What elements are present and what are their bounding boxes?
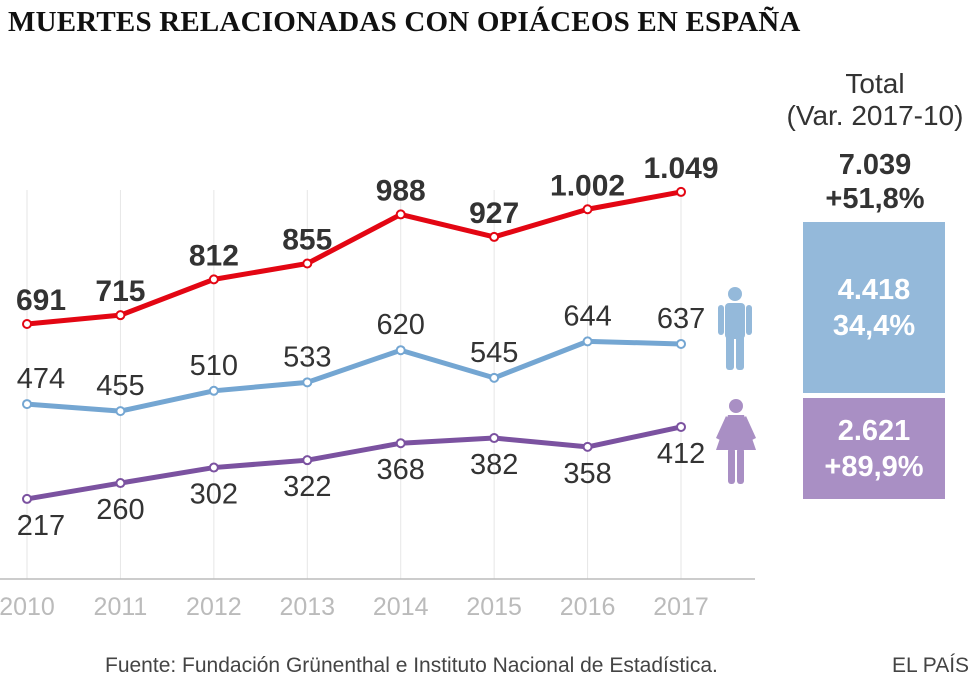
hombres-data-label: 637 (657, 303, 705, 335)
mujeres-point (302, 455, 313, 466)
hombres-data-label: 533 (283, 341, 331, 373)
x-tick-label: 2015 (466, 593, 522, 621)
total-point (208, 274, 219, 285)
female-icon (716, 399, 756, 484)
total-data-label: 715 (95, 275, 145, 308)
hombres-point (676, 338, 687, 349)
x-tick-label: 2016 (560, 593, 616, 621)
total-data-label: 1.002 (550, 169, 625, 202)
chart-title: MUERTES RELACIONADAS CON OPIÁCEOS EN ESP… (8, 6, 801, 38)
total-point (22, 319, 32, 330)
total-point (115, 310, 126, 321)
mujeres-data-label: 368 (377, 454, 425, 486)
mujeres-point (395, 438, 406, 449)
x-tick-label: 2017 (653, 593, 709, 621)
hombres-point (115, 406, 126, 417)
source-note: Fuente: Fundación Grünenthal e Instituto… (105, 654, 718, 677)
total-point (395, 209, 406, 220)
x-tick-label: 2010 (0, 593, 55, 621)
mujeres-point (115, 478, 126, 489)
total-value: 7.039 (838, 149, 912, 181)
female-value: 2.621 (837, 414, 911, 447)
mujeres-point (582, 441, 593, 452)
total-line (26, 189, 682, 327)
total-data-label: 691 (16, 284, 66, 317)
mujeres-point (22, 493, 32, 504)
total-data-label: 855 (282, 224, 332, 257)
total-data-label: 927 (469, 197, 519, 230)
total-change: +51,8% (825, 183, 925, 215)
total-data-label: 988 (376, 174, 426, 207)
total-point (489, 231, 500, 242)
total-data-label: 1.049 (643, 152, 718, 185)
male-change: 34,4% (832, 309, 916, 342)
mujeres-point (676, 421, 687, 432)
mujeres-line (26, 424, 682, 502)
male-value: 4.418 (837, 273, 911, 306)
x-tick-label: 2014 (373, 593, 429, 621)
hombres-data-label: 620 (377, 309, 425, 341)
total-heading-label: Total (845, 68, 905, 99)
hombres-data-label: 455 (96, 370, 144, 402)
hombres-line (26, 338, 682, 414)
hombres-point (208, 385, 219, 396)
total-point (582, 204, 593, 215)
male-icon (718, 287, 752, 370)
hombres-data-label: 510 (190, 350, 238, 382)
x-tick-label: 2012 (186, 593, 242, 621)
mujeres-data-label: 358 (563, 458, 611, 490)
mujeres-data-label: 322 (283, 471, 331, 503)
total-summary: 7.039 +51,8% (770, 148, 980, 216)
male-summary-box: 4.418 34,4% (803, 222, 945, 393)
total-heading-period: (Var. 2017-10) (786, 100, 964, 131)
hombres-point (22, 399, 32, 410)
hombres-data-label: 545 (470, 337, 518, 369)
total-point (676, 186, 687, 197)
brand-logo: EL PAÍS (892, 654, 970, 677)
mujeres-point (489, 433, 500, 444)
mujeres-data-label: 412 (657, 438, 705, 470)
mujeres-data-label: 217 (17, 510, 65, 542)
total-data-label: 812 (189, 239, 239, 272)
hombres-point (582, 336, 593, 347)
mujeres-data-label: 260 (96, 494, 144, 526)
female-change: +89,9% (824, 450, 924, 483)
hombres-point (302, 377, 313, 388)
mujeres-point (208, 462, 219, 473)
x-tick-label: 2013 (279, 593, 335, 621)
hombres-data-label: 644 (563, 300, 611, 332)
hombres-data-label: 474 (17, 363, 65, 395)
total-heading: Total (Var. 2017-10) (770, 68, 980, 132)
hombres-point (395, 345, 406, 356)
female-summary-box: 2.621 +89,9% (803, 398, 945, 499)
hombres-point (489, 372, 500, 383)
total-point (302, 258, 313, 269)
mujeres-data-label: 382 (470, 449, 518, 481)
x-tick-label: 2011 (94, 593, 148, 621)
mujeres-data-label: 302 (190, 479, 238, 511)
